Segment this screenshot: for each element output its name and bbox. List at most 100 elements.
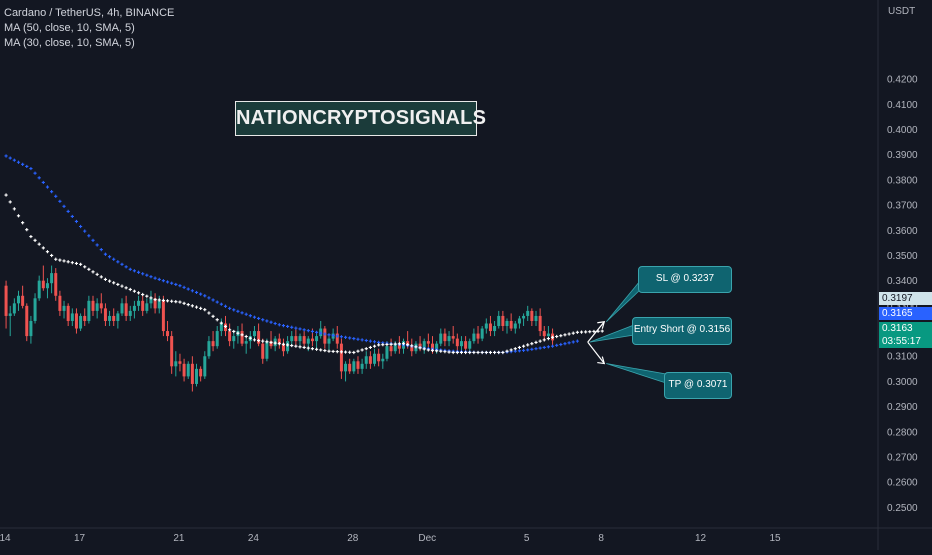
candle-body[interactable]: [54, 273, 58, 296]
candle-body[interactable]: [468, 341, 472, 349]
candle-body[interactable]: [215, 331, 219, 347]
take-profit-callout[interactable]: TP @ 0.3071: [664, 372, 732, 399]
candle-body[interactable]: [546, 333, 550, 337]
candle-body[interactable]: [228, 331, 232, 342]
candle-body[interactable]: [430, 343, 434, 352]
candle-body[interactable]: [327, 338, 331, 344]
candle-body[interactable]: [435, 343, 439, 352]
candle-body[interactable]: [4, 285, 8, 316]
candle-body[interactable]: [62, 305, 66, 311]
stop-loss-callout[interactable]: SL @ 0.3237: [638, 266, 732, 293]
candle-body[interactable]: [360, 363, 364, 369]
candle-body[interactable]: [455, 338, 459, 347]
candle-body[interactable]: [339, 343, 343, 372]
candle-body[interactable]: [190, 363, 194, 384]
candle-body[interactable]: [542, 331, 546, 337]
candle-body[interactable]: [108, 315, 112, 321]
legend-ma-50[interactable]: MA (50, close, 10, SMA, 5): [4, 22, 135, 34]
candle-body[interactable]: [87, 300, 91, 321]
candle-body[interactable]: [315, 336, 319, 342]
candle-body[interactable]: [41, 280, 45, 289]
candle-body[interactable]: [153, 298, 157, 309]
candle-body[interactable]: [70, 313, 74, 321]
candle-body[interactable]: [393, 343, 397, 352]
candle-body[interactable]: [517, 318, 521, 324]
candle-body[interactable]: [145, 303, 149, 311]
candle-body[interactable]: [137, 300, 141, 306]
candle-body[interactable]: [476, 333, 480, 339]
candle-body[interactable]: [302, 336, 306, 344]
candle-body[interactable]: [124, 303, 128, 316]
candle-body[interactable]: [161, 300, 165, 332]
candle-body[interactable]: [443, 333, 447, 342]
legend-symbol[interactable]: Cardano / TetherUS, 4h, BINANCE: [4, 7, 175, 19]
candle-body[interactable]: [58, 295, 62, 311]
candle-body[interactable]: [493, 326, 497, 332]
candle-body[interactable]: [166, 331, 170, 337]
candle-body[interactable]: [459, 341, 463, 347]
candle-body[interactable]: [310, 338, 314, 342]
candle-body[interactable]: [513, 323, 517, 329]
candle-body[interactable]: [451, 336, 455, 339]
candle-body[interactable]: [74, 313, 78, 329]
candle-body[interactable]: [21, 295, 25, 306]
candle-body[interactable]: [199, 368, 203, 377]
candle-body[interactable]: [99, 303, 103, 309]
candle-body[interactable]: [290, 336, 294, 342]
candle-body[interactable]: [219, 323, 223, 332]
candle-body[interactable]: [480, 328, 484, 339]
candle-body[interactable]: [277, 338, 281, 344]
candle-body[interactable]: [323, 328, 327, 344]
candle-body[interactable]: [207, 341, 211, 357]
candle-body[interactable]: [95, 303, 99, 311]
candle-body[interactable]: [439, 333, 443, 344]
candle-body[interactable]: [488, 323, 492, 332]
candle-body[interactable]: [352, 361, 356, 372]
candle-body[interactable]: [294, 336, 298, 342]
candle-body[interactable]: [83, 315, 87, 321]
candle-body[interactable]: [484, 323, 488, 329]
candle-body[interactable]: [178, 361, 182, 364]
candle-body[interactable]: [377, 353, 381, 362]
candle-body[interactable]: [16, 295, 20, 304]
candle-body[interactable]: [281, 343, 285, 352]
candle-body[interactable]: [530, 310, 534, 321]
candle-body[interactable]: [397, 343, 401, 349]
candle-body[interactable]: [505, 320, 509, 327]
candle-body[interactable]: [364, 356, 368, 364]
candle-body[interactable]: [50, 273, 54, 284]
candle-body[interactable]: [509, 320, 513, 329]
candle-body[interactable]: [120, 303, 124, 314]
candle-body[interactable]: [306, 338, 310, 344]
candle-body[interactable]: [79, 315, 83, 329]
candle-body[interactable]: [501, 315, 505, 327]
candle-body[interactable]: [128, 310, 132, 316]
candle-body[interactable]: [472, 333, 476, 342]
candle-body[interactable]: [116, 313, 120, 321]
candle-body[interactable]: [526, 310, 530, 316]
candle-body[interactable]: [464, 341, 468, 349]
candle-body[interactable]: [203, 356, 207, 377]
candle-body[interactable]: [344, 363, 348, 372]
candle-body[interactable]: [91, 300, 95, 311]
candle-body[interactable]: [12, 303, 16, 314]
candle-body[interactable]: [174, 361, 178, 367]
candle-body[interactable]: [112, 315, 116, 321]
candle-body[interactable]: [132, 305, 136, 311]
candle-body[interactable]: [538, 315, 542, 332]
candle-body[interactable]: [385, 346, 389, 359]
candle-body[interactable]: [37, 280, 41, 299]
candle-body[interactable]: [149, 298, 153, 304]
candle-body[interactable]: [373, 353, 377, 364]
candle-body[interactable]: [522, 315, 526, 319]
candle-body[interactable]: [265, 341, 269, 359]
candle-body[interactable]: [368, 356, 372, 364]
legend-ma-30[interactable]: MA (30, close, 10, SMA, 5): [4, 37, 135, 49]
candle-body[interactable]: [33, 298, 37, 321]
candle-body[interactable]: [211, 341, 215, 347]
candle-body[interactable]: [356, 361, 360, 369]
candle-body[interactable]: [447, 336, 451, 342]
candle-body[interactable]: [335, 333, 339, 344]
candle-body[interactable]: [244, 341, 248, 344]
